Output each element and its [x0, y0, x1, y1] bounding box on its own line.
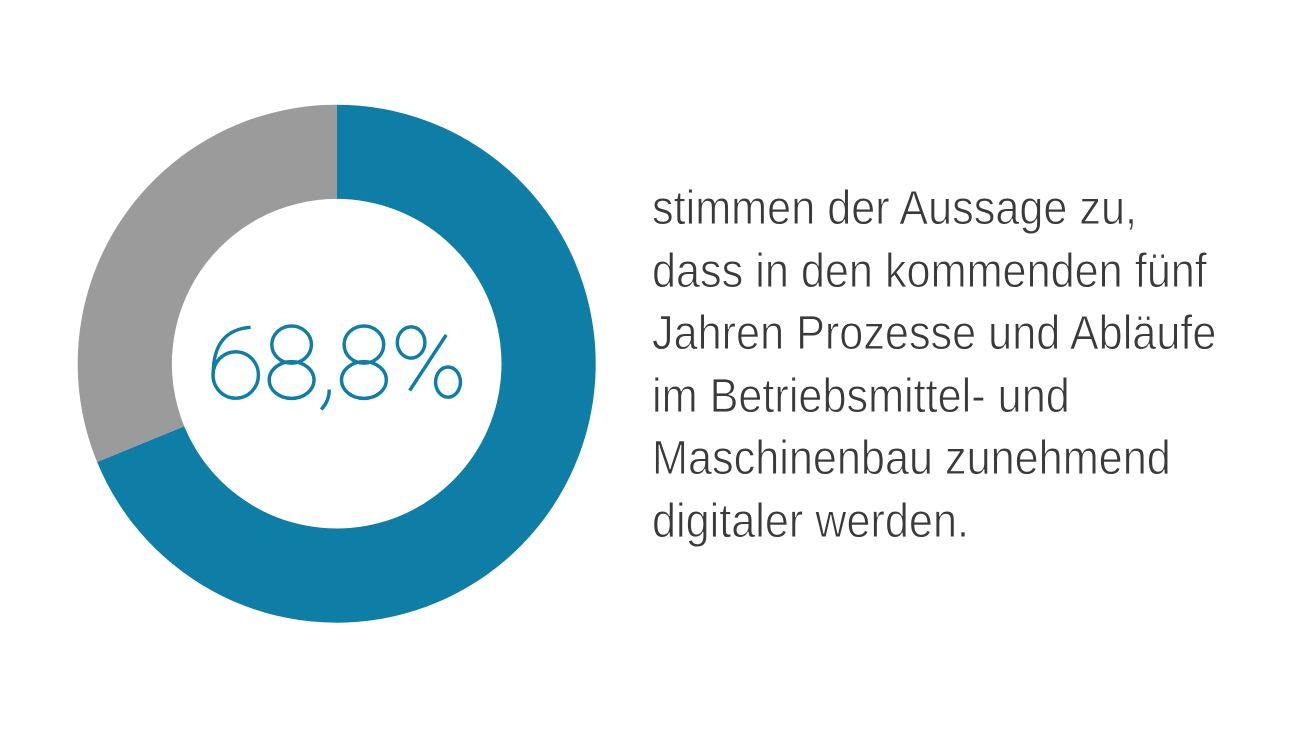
center-label-glyph-stroke — [433, 365, 463, 399]
statement-line: Maschinenbau zunehmend — [652, 432, 1172, 486]
center-label-glyph-stroke — [267, 359, 316, 401]
statement-line: dass in den kommenden fünf — [652, 244, 1208, 298]
donut-center-label — [211, 324, 463, 411]
center-label-glyph-stroke — [395, 325, 427, 360]
donut-segments — [77, 104, 596, 623]
statement-line: im Betriebsmittel- und — [652, 369, 1071, 423]
statement-text: stimmen der Aussage zu, dass in den komme… — [652, 178, 1217, 553]
center-label-glyph-stroke — [319, 389, 331, 411]
donut-center-text: 68,8% — [195, 308, 479, 420]
statement-line: Jahren Prozesse und Abläufe — [652, 307, 1217, 361]
donut-segment-0 — [97, 104, 596, 623]
center-label-glyph-stroke — [408, 333, 448, 392]
center-label-glyph-stroke — [339, 359, 389, 401]
center-label-glyph-stroke — [211, 325, 251, 374]
center-label-glyph-stroke — [211, 350, 261, 400]
donut-segment-1 — [77, 104, 337, 463]
statement-line: stimmen der Aussage zu, — [652, 182, 1138, 236]
statement-line: digitaler werden. — [652, 494, 970, 548]
